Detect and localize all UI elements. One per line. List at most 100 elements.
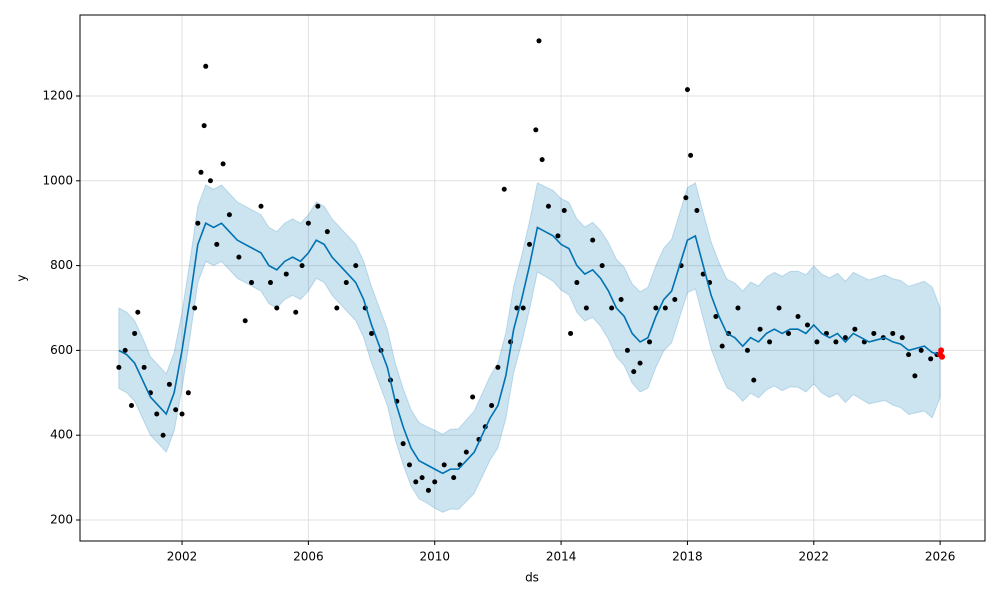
observed-point (568, 330, 574, 336)
future-point (938, 347, 945, 354)
observed-point (757, 326, 763, 332)
observed-point (672, 297, 678, 303)
observed-point (647, 339, 653, 345)
observed-point (236, 254, 242, 260)
observed-point (267, 280, 273, 286)
observed-point (116, 364, 122, 370)
observed-point (305, 220, 311, 226)
observed-point (203, 63, 209, 69)
observed-point (631, 369, 637, 375)
observed-point (618, 297, 624, 303)
observed-point (539, 157, 545, 163)
observed-point (283, 271, 289, 277)
observed-point (353, 263, 359, 269)
observed-point (441, 462, 447, 468)
observed-point (135, 309, 141, 315)
observed-point (719, 343, 725, 349)
observed-point (154, 411, 160, 417)
observed-point (795, 313, 801, 319)
x-tick-label: 2018 (672, 550, 703, 564)
observed-point (122, 347, 128, 353)
x-tick-label: 2006 (293, 550, 324, 564)
observed-point (912, 373, 918, 379)
observed-point (166, 381, 172, 387)
observed-point (899, 335, 905, 341)
observed-point (470, 394, 476, 400)
observed-point (906, 352, 912, 358)
observed-point (833, 339, 839, 345)
observed-point (928, 356, 934, 362)
x-tick-label: 2014 (546, 550, 577, 564)
observed-point (852, 326, 858, 332)
observed-point (776, 305, 782, 311)
observed-point (128, 403, 134, 409)
observed-point (242, 318, 248, 324)
y-tick-label: 1000 (42, 173, 73, 187)
observed-point (160, 432, 166, 438)
observed-point (713, 313, 719, 319)
observed-point (293, 309, 299, 315)
y-tick-label: 200 (50, 513, 73, 527)
observed-point (842, 335, 848, 341)
observed-point (207, 178, 213, 184)
y-axis-label: y (15, 274, 29, 281)
observed-point (198, 169, 204, 175)
observed-point (786, 330, 792, 336)
observed-point (299, 263, 305, 269)
observed-point (400, 441, 406, 447)
observed-point (555, 233, 561, 239)
plot-frame (79, 14, 986, 542)
observed-point (514, 305, 520, 311)
observed-point (192, 305, 198, 311)
observed-point (767, 339, 773, 345)
observed-point (451, 475, 457, 481)
observed-point (890, 330, 896, 336)
observed-point (590, 237, 596, 243)
observed-point (574, 280, 580, 286)
observed-point (918, 347, 924, 353)
observed-point (599, 263, 605, 269)
observed-point (249, 280, 255, 286)
observed-point (520, 305, 526, 311)
observed-point (684, 87, 690, 93)
observed-point (609, 305, 615, 311)
observed-point (413, 479, 419, 485)
x-tick-label: 2022 (799, 550, 830, 564)
observed-point (195, 220, 201, 226)
observed-point (804, 322, 810, 328)
observed-point (179, 411, 185, 417)
observed-point (432, 479, 438, 485)
forecast-line (118, 222, 941, 475)
observed-point (526, 241, 532, 247)
observed-point (653, 305, 659, 311)
observed-point (744, 347, 750, 353)
x-tick-label: 2010 (419, 550, 450, 564)
observed-point (694, 207, 700, 213)
observed-point (334, 305, 340, 311)
observed-point (425, 487, 431, 493)
observed-point (324, 229, 330, 235)
observed-point (258, 203, 264, 209)
observed-point (419, 475, 425, 481)
observed-point (214, 241, 220, 247)
observed-point (315, 203, 321, 209)
observed-point (226, 212, 232, 218)
observed-point (683, 195, 689, 201)
observed-point (814, 339, 820, 345)
observed-point (141, 364, 147, 370)
uncertainty-band (118, 182, 941, 513)
observed-point (185, 390, 191, 396)
x-tick-label: 2026 (925, 550, 956, 564)
observed-point (343, 280, 349, 286)
observed-point (662, 305, 668, 311)
y-tick-label: 1200 (42, 88, 73, 102)
y-tick-label: 800 (50, 258, 73, 272)
observed-point (274, 305, 280, 311)
future-point (939, 353, 946, 360)
x-axis-label: ds (525, 571, 539, 585)
observed-point (406, 462, 412, 468)
observed-point (533, 127, 539, 133)
observed-point (751, 377, 757, 383)
